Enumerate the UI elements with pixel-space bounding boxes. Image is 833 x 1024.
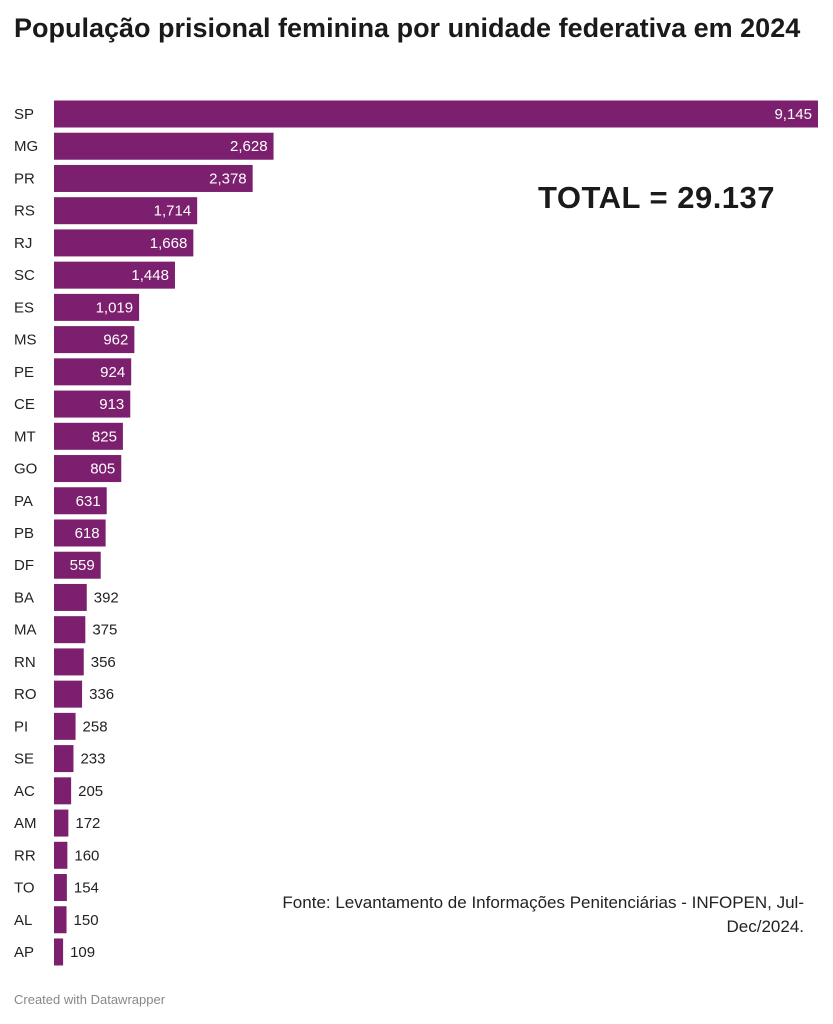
- value-label: 233: [80, 751, 105, 768]
- bar-pb: [54, 519, 106, 547]
- value-label: 150: [74, 912, 99, 929]
- category-label: DF: [14, 557, 34, 574]
- bar-ba: [54, 583, 87, 611]
- bar-mg: [54, 132, 274, 160]
- total-annotation: TOTAL = 29.137: [538, 180, 776, 215]
- value-label: 160: [74, 847, 99, 864]
- bar-ac: [54, 777, 72, 805]
- value-label: 392: [94, 589, 119, 606]
- value-label: 805: [90, 461, 115, 478]
- source-note: Fonte: Levantamento de Informações Penit…: [282, 893, 804, 936]
- bar-pi: [54, 712, 76, 740]
- category-label: BA: [14, 589, 34, 606]
- category-label: PR: [14, 170, 35, 187]
- category-label: MA: [14, 622, 37, 639]
- category-label: PE: [14, 364, 34, 381]
- bar-pe: [54, 358, 132, 386]
- category-label: RR: [14, 847, 36, 864]
- category-label: GO: [14, 461, 37, 478]
- value-label: 1,668: [150, 235, 188, 252]
- bar-ms: [54, 326, 135, 354]
- value-label: 9,145: [774, 106, 812, 123]
- value-label: 356: [91, 654, 116, 671]
- bar-ro: [54, 680, 83, 708]
- category-label: AP: [14, 944, 34, 961]
- bar-rr: [54, 841, 68, 869]
- bar-ce: [54, 390, 131, 418]
- bar-se: [54, 745, 74, 773]
- value-label: 559: [70, 557, 95, 574]
- value-label: 631: [76, 493, 101, 510]
- value-label: 962: [103, 332, 128, 349]
- category-label: CE: [14, 396, 35, 413]
- bar-al: [54, 906, 67, 934]
- value-label: 2,378: [209, 170, 247, 187]
- category-label: MS: [14, 332, 37, 349]
- value-label: 825: [92, 428, 117, 445]
- bar-rn: [54, 648, 84, 676]
- chart-title: População prisional feminina por unidade…: [14, 13, 801, 43]
- value-label: 1,448: [131, 267, 169, 284]
- category-label: SP: [14, 106, 34, 123]
- bar-ma: [54, 616, 86, 644]
- value-label: 109: [70, 944, 95, 961]
- bar-sc: [54, 261, 175, 289]
- bar-pa: [54, 487, 107, 515]
- category-label: SC: [14, 267, 35, 284]
- bar-am: [54, 809, 69, 837]
- category-label: MG: [14, 138, 38, 155]
- bar-rs: [54, 197, 198, 225]
- category-label: RN: [14, 654, 36, 671]
- value-label: 205: [78, 783, 103, 800]
- value-label: 172: [75, 815, 100, 832]
- category-label: AM: [14, 815, 37, 832]
- bar-ap: [54, 938, 64, 966]
- value-label: 336: [89, 686, 114, 703]
- category-label: TO: [14, 880, 35, 897]
- category-label: SE: [14, 751, 34, 768]
- bar-to: [54, 874, 67, 902]
- value-label: 2,628: [230, 138, 268, 155]
- value-label: 154: [74, 880, 99, 897]
- category-label: PA: [14, 493, 33, 510]
- category-label: RO: [14, 686, 37, 703]
- bar-df: [54, 551, 101, 579]
- value-label: 924: [100, 364, 125, 381]
- bar-mt: [54, 422, 123, 450]
- category-label: PI: [14, 718, 28, 735]
- value-label: 618: [75, 525, 100, 542]
- category-label: RJ: [14, 235, 32, 252]
- category-label: MT: [14, 428, 36, 445]
- bar-rj: [54, 229, 194, 257]
- value-label: 1,714: [154, 203, 192, 220]
- datawrapper-credit[interactable]: Created with Datawrapper: [14, 992, 166, 1007]
- value-label: 1,019: [96, 299, 134, 316]
- category-label: AL: [14, 912, 32, 929]
- value-label: 375: [92, 622, 117, 639]
- value-label: 258: [83, 718, 108, 735]
- value-label: 913: [99, 396, 124, 413]
- category-label: PB: [14, 525, 34, 542]
- bar-go: [54, 455, 122, 483]
- category-label: ES: [14, 299, 34, 316]
- category-label: AC: [14, 783, 35, 800]
- bar-es: [54, 293, 140, 321]
- bar-sp: [54, 100, 818, 128]
- category-label: RS: [14, 203, 35, 220]
- bar-pr: [54, 164, 253, 192]
